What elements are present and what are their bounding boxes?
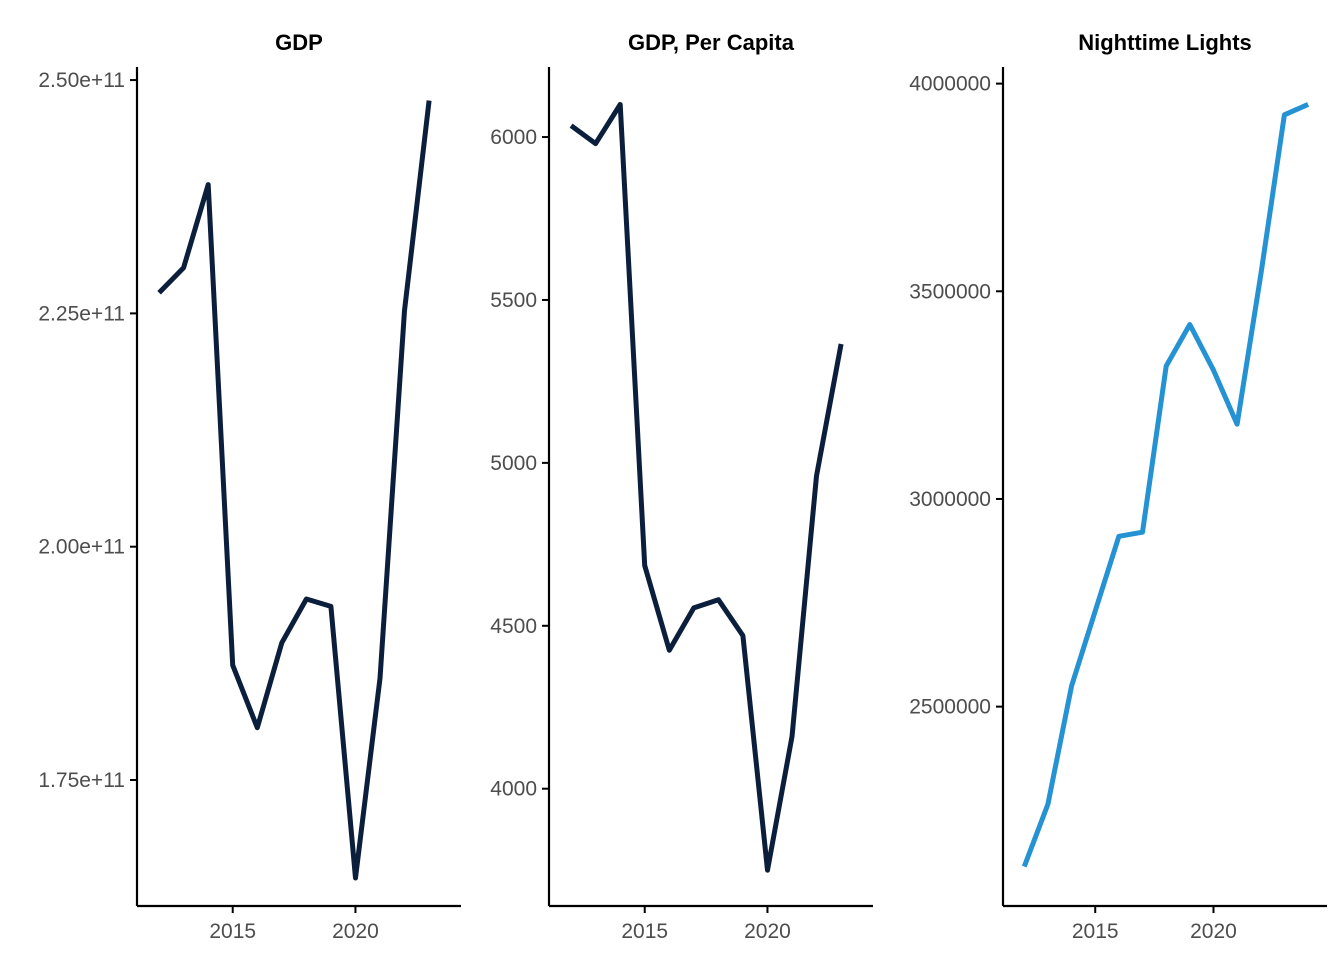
y-tick-label: 2.25e+11: [38, 302, 125, 325]
series-line-nighttime-lights: [1021, 102, 1310, 868]
y-tick-label: 1.75e+11: [38, 769, 125, 792]
x-tick-label: 2020: [1190, 920, 1237, 943]
panel-nighttime-lights: Nighttime Lights 2500000 3000000 3500000…: [909, 30, 1327, 943]
y-tick-label: 4000000: [909, 73, 991, 96]
y-tick-label: 2.00e+11: [38, 536, 125, 559]
x-tick-marks: [231, 906, 357, 913]
x-tick-marks: [1094, 906, 1215, 913]
y-tick-marks: [996, 82, 1003, 708]
x-tick-label: 2015: [621, 920, 668, 943]
panel-title: GDP, Per Capita: [628, 30, 795, 55]
y-tick-label: 6000: [490, 126, 537, 149]
x-tick-label: 2020: [332, 920, 379, 943]
y-tick-label: 4500: [490, 615, 537, 638]
y-tick-label: 2500000: [909, 696, 991, 719]
y-tick-marks: [542, 136, 549, 790]
panel-title: Nighttime Lights: [1078, 30, 1252, 55]
x-tick-label: 2020: [744, 920, 791, 943]
y-tick-label: 2.50e+11: [38, 69, 125, 92]
y-tick-label: 3000000: [909, 488, 991, 511]
x-tick-label: 2015: [209, 920, 256, 943]
y-tick-label: 5500: [490, 289, 537, 312]
y-tick-label: 4000: [490, 778, 537, 801]
x-tick-label: 2015: [1072, 920, 1119, 943]
series-line-gdp-per-capita: [569, 102, 844, 873]
y-tick-label: 5000: [490, 452, 537, 475]
x-tick-marks: [643, 906, 769, 913]
series-line-gdp: [157, 100, 432, 881]
panel-gdp: GDP 1.75e+11 2.00e+11 2.25e+11 2.50e+11 …: [38, 30, 461, 943]
y-tick-marks: [130, 79, 137, 782]
panel-gdp-per-capita: GDP, Per Capita 4000 4500 5000 5500 6000…: [490, 30, 873, 943]
y-tick-label: 3500000: [909, 280, 991, 303]
panel-title: GDP: [275, 30, 323, 55]
